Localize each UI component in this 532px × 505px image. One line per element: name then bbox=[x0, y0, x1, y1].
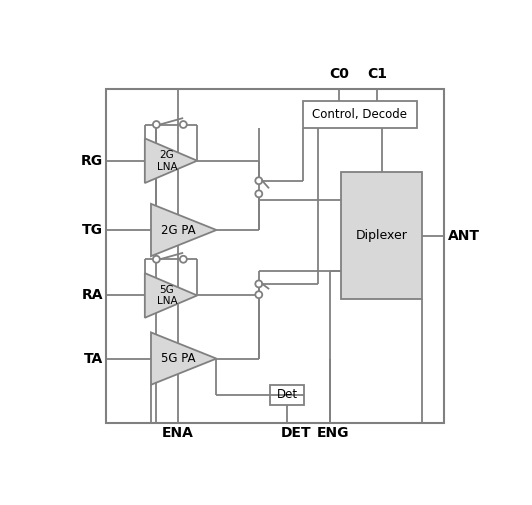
Text: 2G
LNA: 2G LNA bbox=[156, 150, 177, 172]
Bar bbox=[303, 102, 417, 128]
Text: ENG: ENG bbox=[317, 426, 349, 439]
Text: ANT: ANT bbox=[448, 229, 480, 243]
Text: Det: Det bbox=[277, 388, 298, 401]
Polygon shape bbox=[145, 273, 197, 318]
Circle shape bbox=[180, 256, 187, 263]
Polygon shape bbox=[151, 204, 217, 256]
Bar bbox=[341, 172, 422, 299]
Text: RA: RA bbox=[82, 288, 103, 302]
Circle shape bbox=[180, 121, 187, 128]
Text: DET: DET bbox=[280, 426, 311, 439]
Text: Diplexer: Diplexer bbox=[356, 229, 408, 242]
Bar bbox=[106, 89, 444, 423]
Text: TA: TA bbox=[84, 351, 103, 366]
Circle shape bbox=[153, 256, 160, 263]
Polygon shape bbox=[151, 332, 217, 385]
Text: C1: C1 bbox=[367, 67, 387, 81]
Text: 2G PA: 2G PA bbox=[161, 224, 196, 236]
Circle shape bbox=[255, 177, 262, 184]
Text: Control, Decode: Control, Decode bbox=[312, 108, 407, 121]
Circle shape bbox=[255, 291, 262, 298]
Circle shape bbox=[153, 121, 160, 128]
Text: C0: C0 bbox=[329, 67, 349, 81]
Text: RG: RG bbox=[81, 154, 103, 168]
Text: ENA: ENA bbox=[162, 426, 194, 439]
Bar bbox=[270, 385, 304, 405]
Circle shape bbox=[255, 190, 262, 197]
Text: 5G PA: 5G PA bbox=[161, 352, 196, 365]
Text: TG: TG bbox=[82, 223, 103, 237]
Text: 5G
LNA: 5G LNA bbox=[156, 285, 177, 306]
Circle shape bbox=[255, 280, 262, 287]
Polygon shape bbox=[145, 138, 197, 183]
